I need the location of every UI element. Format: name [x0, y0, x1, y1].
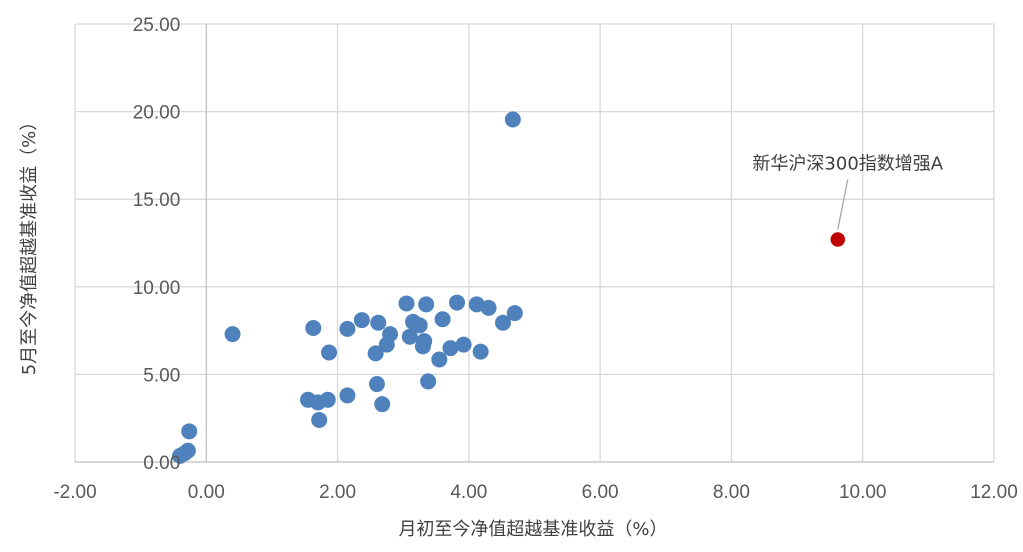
y-axis-title: 5月至今净值超越基准收益（%） [19, 113, 40, 376]
data-point [504, 111, 521, 128]
x-tick-label: 8.00 [713, 482, 750, 503]
data-point [455, 336, 472, 353]
y-tick-label: 5.00 [143, 365, 180, 386]
y-tick-label: 0.00 [143, 453, 180, 474]
y-tick-label: 10.00 [133, 278, 181, 299]
y-tick-label: 15.00 [133, 190, 181, 211]
annotation-label: 新华沪深300指数增强A [752, 153, 943, 174]
data-point [411, 317, 428, 334]
data-point [401, 328, 418, 345]
axes [75, 24, 994, 463]
x-tick-label: 10.00 [839, 482, 887, 503]
x-axis-title: 月初至今净值超越基准收益（%） [398, 519, 667, 540]
data-point [339, 387, 356, 404]
data-point [494, 314, 511, 331]
y-tick-label: 25.00 [133, 15, 181, 36]
data-point [434, 311, 451, 328]
data-point [442, 340, 459, 357]
x-tick-label: 6.00 [582, 482, 619, 503]
x-tick-label: 0.00 [188, 482, 225, 503]
gridlines [74, 23, 995, 462]
data-point [449, 294, 466, 311]
annotation-leader-line [837, 179, 849, 230]
data-point [224, 326, 241, 343]
x-tick-label: 12.00 [970, 482, 1018, 503]
data-point [321, 344, 338, 361]
data-point [319, 391, 336, 408]
data-point [418, 296, 435, 313]
data-point [382, 326, 399, 343]
data-points [172, 111, 847, 464]
tick-labels: -2.00 0.00 2.00 4.00 6.00 8.00 10.00 12.00 0.00 5… [53, 15, 1017, 503]
data-point [305, 319, 322, 336]
data-point [368, 376, 385, 393]
data-point [480, 299, 497, 316]
x-tick-label: 4.00 [450, 482, 487, 503]
data-point [472, 343, 489, 360]
highlighted-data-point [829, 230, 847, 249]
data-point [431, 351, 448, 368]
y-tick-label: 20.00 [133, 103, 181, 124]
data-point [420, 373, 437, 390]
x-tick-label: -2.00 [53, 482, 96, 503]
data-point [374, 396, 391, 413]
data-point [179, 442, 196, 459]
data-point [353, 312, 370, 329]
x-tick-label: 2.00 [319, 482, 356, 503]
annotations: 新华沪深300指数增强A [752, 153, 944, 230]
data-point [339, 320, 356, 337]
data-point [367, 345, 384, 362]
data-point [398, 295, 415, 312]
data-point [416, 333, 433, 350]
data-point [181, 423, 198, 440]
data-point [506, 305, 523, 322]
data-point [311, 411, 328, 428]
data-point [370, 314, 387, 331]
